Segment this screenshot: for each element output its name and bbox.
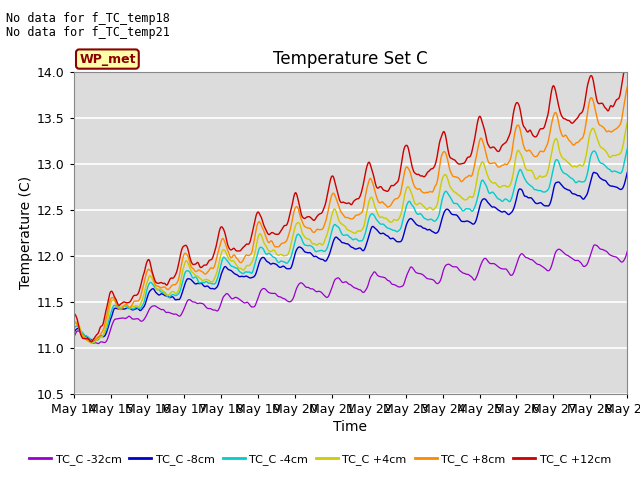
Text: No data for f_TC_temp18: No data for f_TC_temp18 [6,12,170,25]
Y-axis label: Temperature (C): Temperature (C) [19,176,33,289]
X-axis label: Time: Time [333,420,367,434]
Text: No data for f_TC_temp21: No data for f_TC_temp21 [6,26,170,39]
Legend: TC_C -32cm, TC_C -8cm, TC_C -4cm, TC_C +4cm, TC_C +8cm, TC_C +12cm: TC_C -32cm, TC_C -8cm, TC_C -4cm, TC_C +… [24,450,616,469]
Title: Temperature Set C: Temperature Set C [273,49,428,68]
Text: WP_met: WP_met [79,53,136,66]
